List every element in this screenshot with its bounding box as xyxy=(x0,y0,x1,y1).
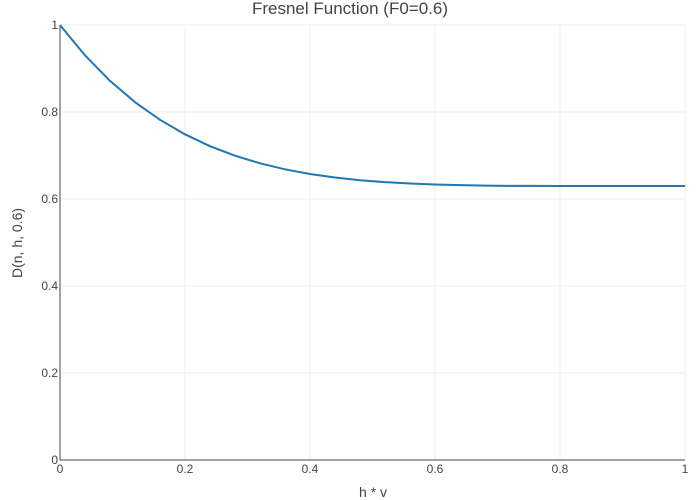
x-tick-labels: 0 0.2 0.4 0.6 0.8 1 xyxy=(57,462,689,476)
x-axis-title: h * v xyxy=(359,484,387,500)
y-tick-label: 0.2 xyxy=(41,366,58,380)
x-tick-label: 0.4 xyxy=(302,462,319,476)
y-tick-label: 0.6 xyxy=(41,192,58,206)
x-tick-label: 0 xyxy=(57,462,64,476)
x-tick-label: 0.2 xyxy=(177,462,194,476)
grid xyxy=(60,24,686,460)
series-group xyxy=(59,24,685,187)
series-line xyxy=(59,24,685,187)
y-tick-labels: 0 0.2 0.4 0.6 0.8 1 xyxy=(41,18,58,467)
x-tick-label: 1 xyxy=(682,462,689,476)
y-axis-title: D(n, h, 0.6) xyxy=(9,208,25,278)
y-tick-label: 0.4 xyxy=(41,279,58,293)
chart-title: Fresnel Function (F0=0.6) xyxy=(252,0,448,18)
axes xyxy=(59,25,685,461)
x-tick-label: 0.6 xyxy=(427,462,444,476)
y-tick-label: 0 xyxy=(51,453,58,467)
x-tick-label: 0.8 xyxy=(552,462,569,476)
y-tick-label: 0.8 xyxy=(41,105,58,119)
y-tick-label: 1 xyxy=(51,18,58,32)
